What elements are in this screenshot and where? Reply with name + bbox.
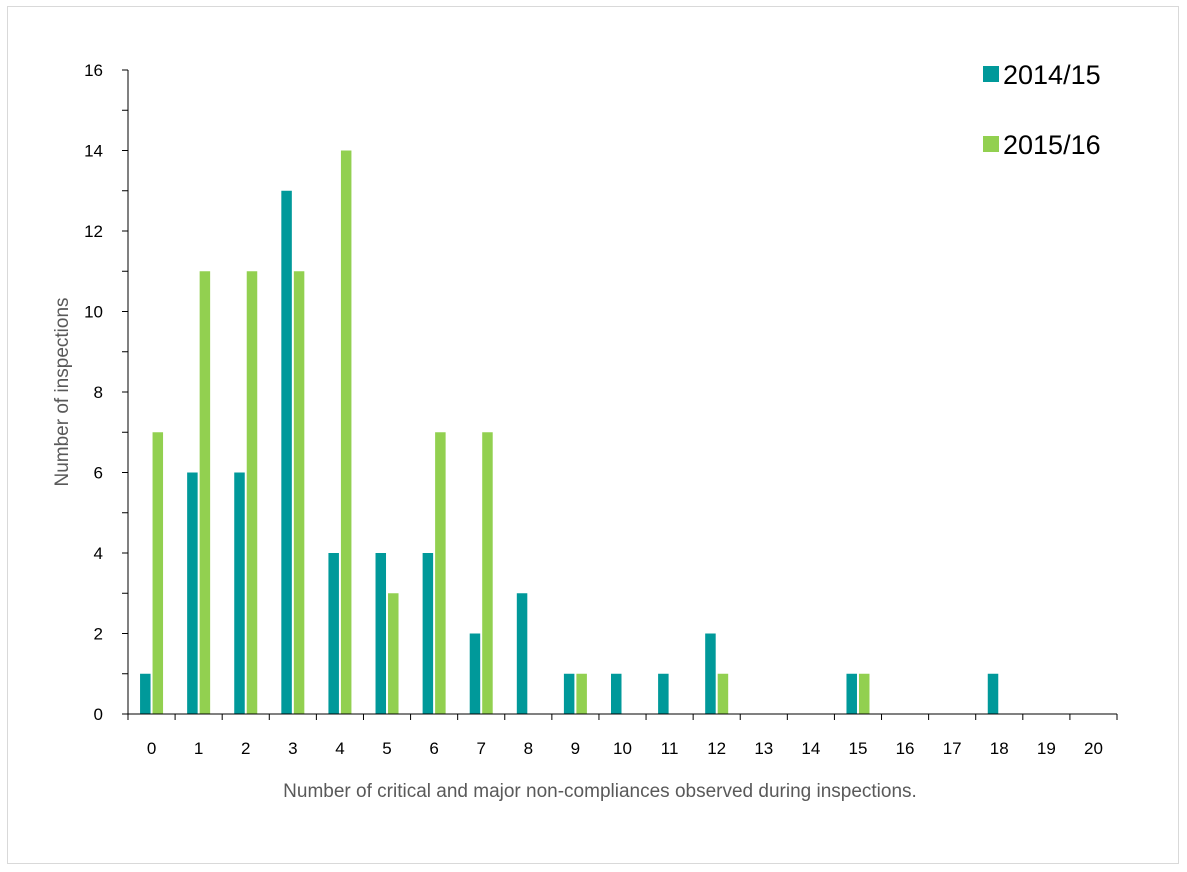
x-tick-label: 5 [382,739,391,758]
x-tick-label: 12 [707,739,726,758]
bar-2014-15-8 [516,593,528,714]
x-tick-label: 9 [571,739,580,758]
legend-label-2015-16: 2015/16 [1003,130,1101,160]
bar-2014-15-6 [422,553,434,714]
x-tick-label: 7 [476,739,485,758]
bar-2015-16-3 [293,271,305,714]
y-tick-label: 10 [84,303,103,322]
x-tick-label: 15 [849,739,868,758]
y-tick-label: 2 [94,625,103,644]
bar-2014-15-9 [563,673,575,714]
x-tick-label: 1 [194,739,203,758]
bar-2015-16-1 [199,271,211,714]
legend-label-2014-15: 2014/15 [1003,60,1101,90]
bar-2014-15-15 [846,673,857,714]
bar-2015-16-0 [152,432,164,714]
bars-layer [140,150,999,714]
y-tick-label: 14 [84,142,103,161]
x-tick-label: 0 [147,739,156,758]
bar-2014-15-11 [658,673,669,714]
bar-2015-16-6 [435,432,446,714]
x-tick-label: 19 [1037,739,1056,758]
x-tick-label: 3 [288,739,297,758]
x-tick-label: 2 [241,739,250,758]
bar-2015-16-7 [482,432,493,714]
bar-2015-16-4 [340,150,352,714]
bar-2014-15-0 [140,673,151,714]
x-tick-label: 4 [335,739,344,758]
bar-2014-15-4 [328,553,339,714]
y-tick-label: 8 [94,383,103,402]
bar-2015-16-12 [717,673,729,714]
axes-layer [122,69,1118,720]
x-tick-label: 16 [896,739,915,758]
bar-2014-15-1 [187,472,198,714]
y-tick-labels: 0 2 4 6 8 10 12 14 16 [84,61,103,724]
y-tick-label: 12 [84,222,103,241]
bar-2015-16-9 [576,673,587,714]
legend: 2014/15 2015/16 [983,60,1101,160]
x-axis-title: Number of critical and major non-complia… [283,781,917,802]
bar-2014-15-12 [705,633,716,714]
y-axis-title: Number of inspections [52,297,73,486]
y-tick-label: 0 [94,705,103,724]
bar-2014-15-10 [611,673,622,714]
bar-2015-16-5 [388,593,399,714]
bar-2015-16-2 [246,271,258,714]
x-tick-label: 20 [1084,739,1103,758]
legend-swatch-2014-15 [983,66,999,82]
x-tick-label: 10 [613,739,632,758]
y-tick-label: 6 [94,464,103,483]
x-tick-label: 18 [990,739,1009,758]
x-tick-label: 11 [661,739,679,758]
x-tick-label: 17 [943,739,962,758]
legend-swatch-2015-16 [983,136,999,152]
x-tick-label: 14 [801,739,820,758]
bar-2014-15-7 [469,633,481,714]
x-tick-label: 13 [754,739,773,758]
x-tick-label: 6 [429,739,438,758]
bar-2014-15-18 [987,673,999,714]
bar-2014-15-5 [375,553,387,714]
x-tick-labels: 0 1 2 3 4 5 6 7 8 9 10 11 12 13 14 15 16 17 18 19 20 [147,739,1103,758]
bar-2014-15-2 [234,472,245,714]
bar-2015-16-15 [858,673,870,714]
y-tick-label: 16 [84,61,103,80]
bar-2014-15-3 [281,190,292,714]
y-tick-label: 4 [94,544,103,563]
x-tick-label: 8 [524,739,533,758]
